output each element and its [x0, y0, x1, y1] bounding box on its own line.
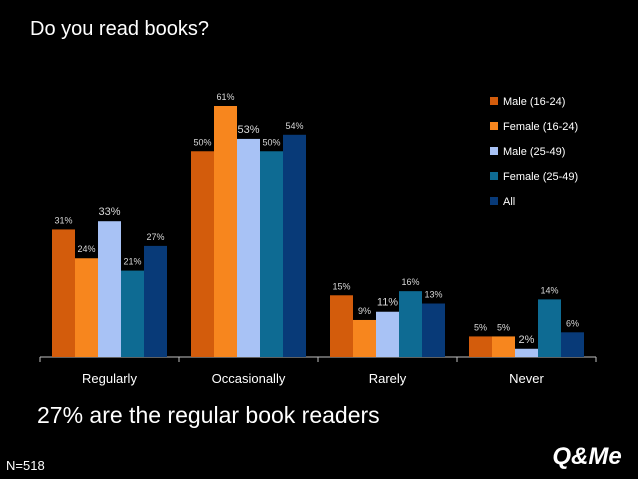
legend-label: Female (16-24) [503, 121, 578, 133]
data-label: 54% [285, 121, 303, 131]
data-label: 53% [237, 124, 259, 136]
data-label: 13% [424, 290, 442, 300]
legend-label: Male (16-24) [503, 96, 565, 108]
bar [75, 258, 98, 357]
legend-swatch [490, 122, 498, 130]
category-label: Regularly [82, 371, 137, 386]
data-label: 2% [519, 334, 535, 346]
legend-swatch [490, 147, 498, 155]
data-label: 21% [123, 257, 141, 267]
data-label: 27% [146, 232, 164, 242]
bar [52, 229, 75, 357]
headline-text: 27% are the regular book readers [37, 402, 380, 428]
bar [237, 138, 260, 357]
data-label: 6% [566, 318, 579, 328]
legend-label: Female (25-49) [503, 171, 578, 183]
data-label: 9% [358, 306, 371, 316]
bar [469, 336, 492, 357]
category-label: Never [509, 371, 544, 386]
bar [561, 332, 584, 357]
bar [191, 151, 214, 357]
chart-title: Do you read books? [30, 18, 210, 40]
data-label: 14% [540, 285, 558, 295]
legend-swatch [490, 97, 498, 105]
legend-swatch [490, 197, 498, 205]
bar [515, 348, 538, 357]
data-label: 61% [216, 92, 234, 102]
bar [121, 270, 144, 357]
data-label: 31% [54, 215, 72, 225]
bar [144, 245, 167, 357]
svg-text:Q&Me: Q&Me [552, 443, 621, 470]
bar [98, 221, 121, 357]
data-label: 15% [332, 281, 350, 291]
bar [283, 134, 306, 357]
bar [330, 295, 353, 357]
data-label: 33% [98, 206, 120, 218]
bar [353, 319, 376, 357]
data-label: 5% [497, 322, 510, 332]
bar [492, 336, 515, 357]
legend-label: Male (25-49) [503, 146, 565, 158]
category-label: Rarely [369, 371, 407, 386]
data-label: 50% [193, 137, 211, 147]
category-label: Occasionally [212, 371, 286, 386]
chart-canvas: 31%24%33%21%27%Regularly50%61%53%50%54%O… [39, 92, 597, 386]
sample-size: N=518 [6, 458, 45, 473]
data-label: 50% [262, 137, 280, 147]
legend-swatch [490, 172, 498, 180]
bar [260, 151, 283, 357]
data-label: 11% [377, 297, 398, 309]
data-label: 16% [401, 277, 419, 287]
bar [214, 106, 237, 357]
bar [376, 311, 399, 357]
bar [538, 299, 561, 357]
legend-label: All [503, 196, 515, 208]
bar [399, 291, 422, 357]
data-label: 24% [77, 244, 95, 254]
data-label: 5% [474, 322, 487, 332]
bar [422, 303, 445, 357]
brand-logo: Q&Me [544, 442, 630, 475]
grouped-bar-chart: 31% 24% 33% 21% 27% Regularly 50% 61% 53% 50% 54% O… [39, 92, 597, 386]
